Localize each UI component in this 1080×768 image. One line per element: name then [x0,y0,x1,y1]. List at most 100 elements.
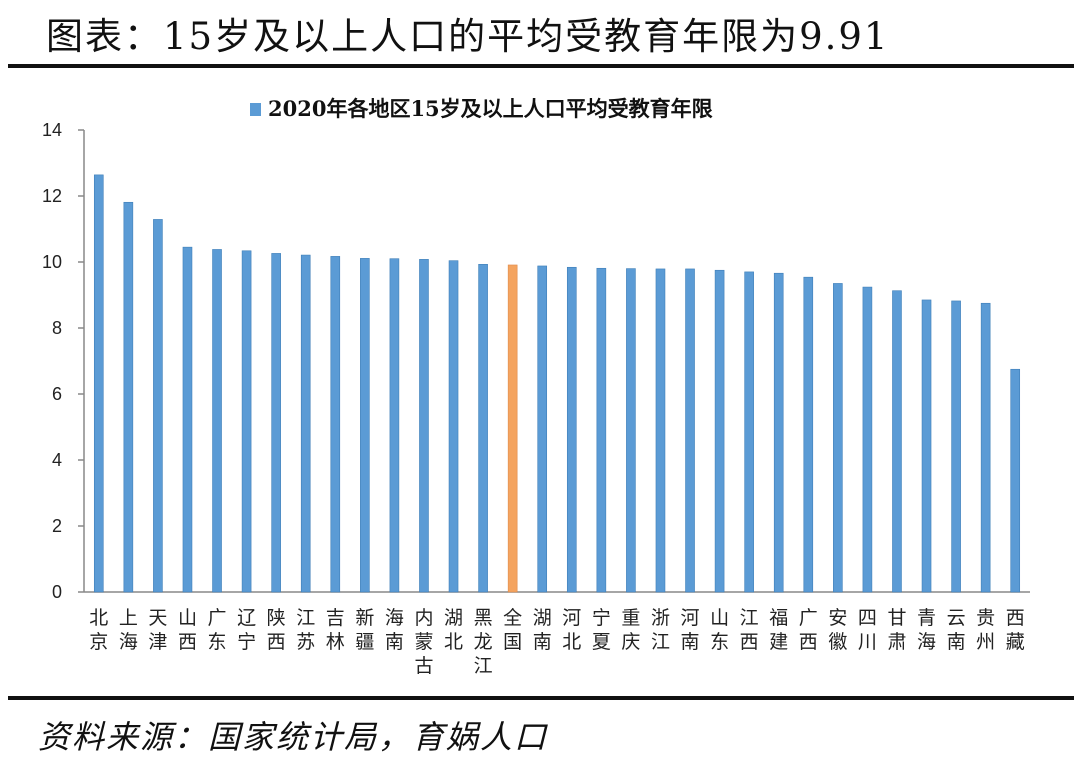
x-tick-label: 疆 [355,631,374,653]
bar-江苏 [300,254,311,593]
x-tick-label: 南 [947,631,966,653]
x-tick-label: 重 [621,607,640,629]
bars [93,174,1021,593]
x-tick-label: 湖 [444,607,463,629]
bar-广西 [803,276,814,593]
source-note: 资料来源：国家统计局，育娲人口 [38,718,549,756]
page-title: 图表：15岁及以上人口的平均受教育年限为9.91 [46,15,890,58]
legend-label: 2020年各地区15岁及以上人口平均受教育年限 [268,96,713,121]
bar-广东 [212,249,222,593]
x-tick-label: 北 [89,607,108,629]
legend-swatch [250,103,261,116]
y-tick-label: 6 [52,384,62,404]
bar-宁夏 [596,267,607,593]
x-tick-label: 海 [385,607,404,629]
x-tick-label: 贵 [976,607,995,629]
x-tick-label: 东 [208,631,227,653]
x-tick-label: 新 [355,607,374,629]
bar-江西 [744,271,754,593]
x-tick-label: 南 [681,631,700,653]
x-tick-label: 山 [178,607,197,629]
x-tick-label: 安 [828,607,847,629]
bar-山东 [714,269,725,593]
bar-云南 [951,300,961,593]
x-tick-label: 西 [740,631,759,653]
x-tick-label: 庆 [621,631,640,653]
y-tick-label: 4 [52,450,62,470]
legend: 2020年各地区15岁及以上人口平均受教育年限 [250,96,713,121]
x-tick-label: 浙 [651,607,670,629]
y-tick-label: 14 [42,120,62,140]
bar-黑龙江 [478,264,488,593]
x-tick-label: 国 [503,631,522,653]
x-tick-label: 四 [858,607,877,629]
x-tick-label: 辽 [237,607,256,629]
bar-青海 [921,299,932,593]
y-tick-label: 0 [52,582,62,602]
x-tick-label: 天 [148,607,167,629]
x-tick-label: 东 [710,631,729,653]
x-tick-label: 河 [681,607,700,629]
y-axis: 0 2 4 6 8 10 12 14 [42,120,1030,602]
bar-西藏 [1010,368,1021,593]
x-tick-label: 林 [326,631,345,653]
x-tick-label: 黑 [474,607,493,629]
bar-辽宁 [241,250,252,593]
x-tick-label: 内 [414,607,433,629]
x-tick-label: 龙 [474,631,493,653]
bar-福建 [773,272,784,593]
x-tick-label: 海 [119,631,138,653]
x-tick-label: 南 [533,631,552,653]
bar-内蒙古 [419,259,429,593]
bar-吉林 [330,256,341,593]
x-tick-label: 海 [917,631,936,653]
x-tick-label: 广 [799,607,818,629]
bar-四川 [862,286,873,593]
x-tick-label: 夏 [592,631,611,653]
bar-北京 [93,174,104,593]
x-tick-label: 藏 [1006,631,1025,653]
x-tick-label: 河 [562,607,581,629]
x-tick-label: 福 [769,607,788,629]
x-tick-label: 宁 [592,607,611,629]
x-tick-label: 广 [208,607,227,629]
x-tick-label: 建 [769,631,788,653]
x-tick-label: 西 [1006,607,1025,629]
x-tick-label: 州 [976,631,995,653]
x-tick-label: 上 [119,607,138,629]
x-tick-label: 南 [385,631,404,653]
bar-全国 [507,264,518,593]
bar-贵州 [980,302,991,593]
x-tick-label: 北 [444,631,463,653]
x-tick-label: 宁 [237,631,256,653]
x-tick-label: 青 [917,607,936,629]
x-tick-label: 古 [414,655,433,677]
x-tick-label: 全 [503,607,522,629]
bar-安徽 [833,283,843,593]
bar-湖南 [537,265,548,593]
x-tick-label: 湖 [533,607,552,629]
x-tick-label: 江 [651,631,670,653]
bar-河北 [566,266,577,593]
x-tick-label: 江 [296,607,315,629]
x-tick-label: 京 [89,631,108,653]
y-tick-label: 12 [42,186,62,206]
header: 图表：15岁及以上人口的平均受教育年限为9.91 [0,0,1080,62]
bar-陕西 [271,253,281,593]
x-tick-label: 山 [710,607,729,629]
bar-上海 [123,201,134,593]
bar-天津 [153,219,163,593]
y-tick-label: 8 [52,318,62,338]
bar-新疆 [360,258,370,593]
x-tick-label: 江 [474,655,493,677]
bar-chart: 2020年各地区15岁及以上人口平均受教育年限 0 2 4 6 8 10 12 14 北京上海… [0,70,1080,690]
bar-河南 [685,268,695,593]
x-tick-label: 肃 [887,631,906,653]
top-divider [8,64,1074,68]
bar-重庆 [626,268,636,593]
x-tick-label: 津 [148,631,167,653]
x-tick-label: 西 [799,631,818,653]
bar-甘肃 [892,290,902,593]
bar-山西 [182,246,193,593]
